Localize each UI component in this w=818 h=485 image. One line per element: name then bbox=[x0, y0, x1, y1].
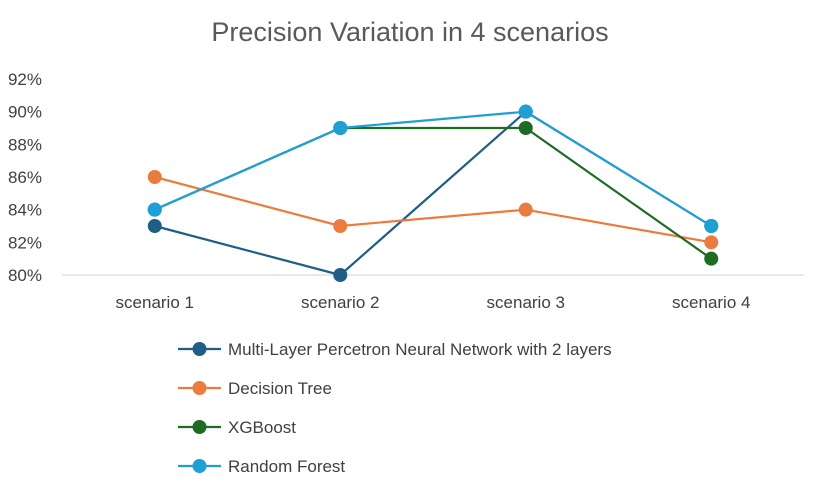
data-point bbox=[518, 202, 533, 217]
data-point bbox=[704, 219, 719, 233]
data-point bbox=[704, 235, 719, 250]
x-tick-label: scenario 1 bbox=[116, 293, 194, 312]
x-axis-ticks: scenario 1 scenario 2 scenario 3 scenario 4 bbox=[116, 293, 751, 312]
x-tick-label: scenario 2 bbox=[301, 293, 379, 312]
data-point bbox=[518, 121, 533, 135]
data-point bbox=[704, 251, 719, 266]
data-point bbox=[333, 219, 348, 233]
legend-item: XGBoost bbox=[178, 418, 296, 437]
legend-marker bbox=[192, 342, 207, 356]
legend-marker bbox=[192, 381, 207, 395]
series-4 bbox=[147, 104, 719, 233]
series-1 bbox=[147, 104, 719, 282]
legend-item: Decision Tree bbox=[178, 379, 332, 398]
data-point bbox=[147, 219, 162, 233]
series-2 bbox=[147, 170, 719, 250]
y-tick-label: 92% bbox=[8, 70, 42, 89]
data-point bbox=[147, 170, 162, 184]
legend-item: Multi-Layer Percetron Neural Network wit… bbox=[178, 340, 612, 359]
series-line bbox=[154, 175, 712, 244]
y-axis-ticks: 80% 82% 84% 86% 88% 90% 92% bbox=[8, 70, 42, 285]
legend: Multi-Layer Percetron Neural Network wit… bbox=[178, 340, 612, 476]
data-point bbox=[333, 268, 348, 282]
x-tick-label: scenario 4 bbox=[672, 293, 750, 312]
legend-marker bbox=[192, 459, 207, 473]
data-point bbox=[147, 202, 162, 217]
chart-title: Precision Variation in 4 scenarios bbox=[211, 17, 608, 47]
series-layer bbox=[147, 104, 719, 282]
legend-marker bbox=[192, 420, 207, 434]
y-tick-label: 88% bbox=[8, 135, 42, 154]
y-tick-label: 90% bbox=[8, 103, 42, 122]
series-line bbox=[154, 110, 712, 227]
y-tick-label: 82% bbox=[8, 233, 42, 252]
legend-item: Random Forest bbox=[178, 457, 345, 476]
y-tick-label: 80% bbox=[8, 266, 42, 285]
y-tick-label: 86% bbox=[8, 168, 42, 187]
data-point bbox=[333, 121, 348, 135]
series-line bbox=[154, 110, 712, 277]
y-tick-label: 84% bbox=[8, 201, 42, 220]
legend-label: Multi-Layer Percetron Neural Network wit… bbox=[228, 340, 612, 359]
legend-label: XGBoost bbox=[228, 418, 296, 437]
x-tick-label: scenario 3 bbox=[487, 293, 565, 312]
legend-label: Random Forest bbox=[228, 457, 345, 476]
legend-label: Decision Tree bbox=[228, 379, 332, 398]
data-point bbox=[518, 104, 533, 119]
